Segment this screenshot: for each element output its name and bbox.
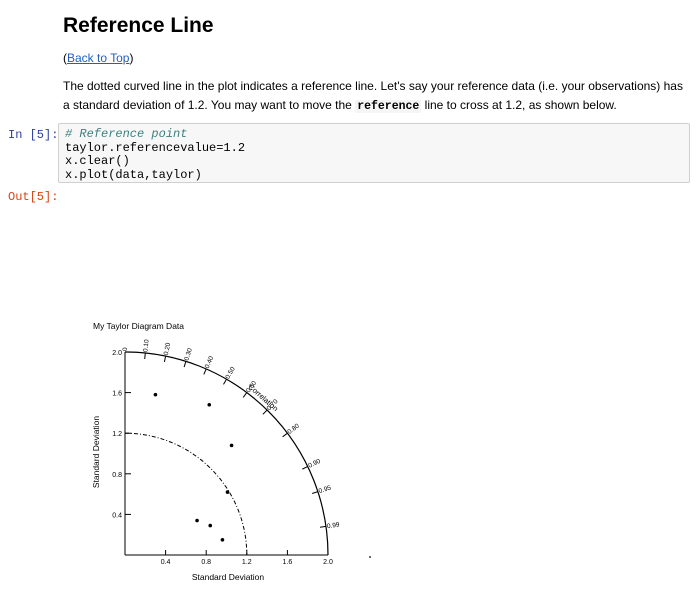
correlation-tick-label: 0.10 [142,339,150,353]
data-point [220,537,225,542]
correlation-arc [124,351,329,556]
x-tick-label: 1.2 [242,559,252,566]
x-tick-label: 2.0 [323,559,333,566]
correlation-tick [203,368,207,375]
correlation-tick-label: 0.80 [286,422,301,435]
back-to-top-link-wrapper: (Back to Top) [63,51,134,65]
code-line-comment: # Reference point [65,127,188,141]
correlation-tick [163,356,167,363]
inline-code-reference: reference [355,100,422,113]
correlation-tick-label: 0.40 [204,355,216,370]
code-line: x.plot(data,taylor) [65,167,202,182]
correlation-tick-label: 0 [122,347,129,351]
code-line: taylor.referencevalue=1.2 [65,140,246,155]
data-point [195,518,199,523]
correlation-axis-label: Correlation [247,382,281,413]
correlation-tick [311,491,319,494]
y-tick-label: 2.0 [112,350,122,357]
data-point [207,402,212,407]
stray-dot [369,556,371,558]
correlation-tick [302,466,308,470]
correlation-tick-label: 0.20 [163,342,172,356]
correlation-tick [282,432,288,438]
correlation-tick-label: 0.30 [183,347,194,362]
description-paragraph: The dotted curved line in the plot indic… [63,77,688,116]
correlation-tick-label: 0.99 [327,521,341,530]
y-tick-label: 0.8 [112,472,122,479]
input-prompt: In [5]: [8,128,59,142]
y-tick-label: 0.4 [112,512,122,519]
back-to-top-link[interactable]: Back to Top [67,51,130,65]
data-point [153,392,158,397]
correlation-tick [183,361,187,368]
correlation-tick-label: 0.50 [224,366,237,381]
paragraph-text-after: line to cross at 1.2, as shown below. [421,98,617,112]
data-point [208,523,213,528]
correlation-tick [319,525,327,528]
data-point [229,443,234,448]
x-tick-label: 1.6 [283,559,293,566]
code-line: x.clear() [65,154,130,168]
correlation-tick [242,392,248,398]
data-point [225,490,230,494]
code-cell[interactable]: # Reference point taylor.referencevalue=… [58,123,690,183]
paragraph-text-before: The dotted curved line in the plot indic… [63,79,683,112]
chart-title: My Taylor Diagram Data [93,321,184,331]
correlation-tick-label: 0.95 [318,484,333,495]
correlation-tick [262,409,268,415]
section-title: Reference Line [63,14,214,37]
y-tick-label: 1.6 [112,391,122,398]
correlation-tick [144,352,146,360]
correlation-tick [223,378,227,385]
output-prompt: Out[5]: [8,190,59,204]
x-tick-label: 0.4 [161,559,171,566]
correlation-tick-label: 0.90 [307,458,322,470]
reference-line [125,432,248,555]
x-axis-label: Standard Deviation [192,572,265,582]
y-tick-label: 1.2 [112,431,122,438]
y-axis-label: Standard Deviation [91,416,101,489]
x-tick-label: 0.8 [201,559,211,566]
